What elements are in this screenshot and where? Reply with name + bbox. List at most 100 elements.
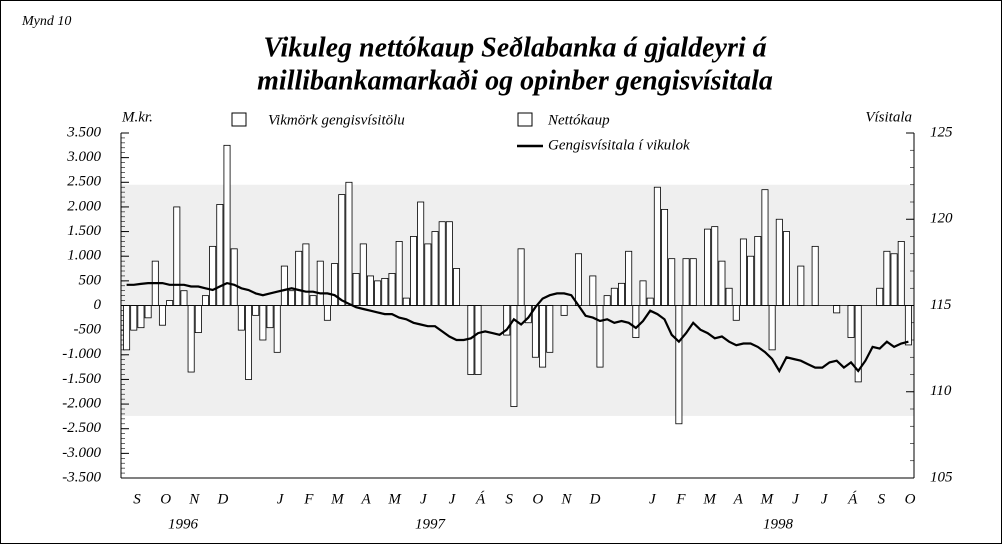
bar: [252, 305, 260, 316]
bar: [245, 305, 253, 380]
x-tick-label: S: [878, 491, 886, 507]
bar: [539, 305, 547, 368]
y-tick-label: -1.500: [62, 371, 101, 387]
bar: [309, 295, 317, 306]
x-tick-label: A: [733, 491, 744, 507]
x-tick-label: J: [792, 491, 800, 507]
bar: [739, 238, 747, 306]
bar: [352, 273, 360, 306]
bar: [675, 305, 683, 425]
bar: [302, 243, 310, 306]
bar: [381, 277, 389, 306]
bar: [395, 241, 403, 306]
bar: [682, 258, 690, 306]
x-tick-label: M: [702, 491, 717, 507]
y2-tick-label: 125: [930, 124, 953, 140]
bar: [388, 273, 396, 306]
bar: [323, 305, 331, 321]
bar: [904, 305, 912, 346]
bar: [180, 290, 188, 306]
bar: [280, 265, 288, 306]
bar: [754, 236, 762, 306]
figure-label: Mynd 10: [21, 14, 71, 29]
bar: [158, 305, 166, 326]
x-tick-label: J: [420, 491, 428, 507]
y-tick-label: -2.500: [62, 420, 101, 436]
bar: [445, 221, 453, 306]
bar: [374, 280, 382, 306]
bar: [632, 305, 640, 338]
bar: [625, 250, 633, 306]
bar: [890, 253, 898, 306]
bar: [876, 287, 884, 306]
bar: [424, 243, 432, 306]
legend-label: Nettókaup: [547, 112, 610, 128]
bar: [725, 287, 733, 306]
bar: [668, 258, 676, 306]
bar: [438, 221, 446, 306]
bar: [761, 189, 769, 306]
bar: [123, 305, 131, 351]
y-tick-label: 3.000: [66, 149, 101, 165]
bar: [560, 305, 568, 316]
bar: [230, 248, 238, 306]
bar: [402, 297, 410, 306]
bar: [732, 305, 740, 321]
bar: [653, 186, 661, 306]
bar: [847, 305, 855, 338]
y-axis-label: M.kr.: [121, 109, 153, 125]
y-tick-label: 1.000: [67, 248, 101, 264]
x-tick-label: D: [589, 491, 601, 507]
y2-tick-label: 115: [930, 297, 952, 313]
y2-tick-label: 110: [930, 383, 952, 399]
y-tick-label: 3.500: [66, 124, 101, 140]
bar: [610, 287, 618, 306]
bar: [137, 305, 145, 329]
legend-label: Gengisvísitala í vikulok: [548, 137, 690, 153]
legend-swatch: [517, 112, 533, 127]
x-tick-label: J: [449, 491, 457, 507]
y2-tick-label: 120: [930, 211, 953, 227]
y-tick-label: 2.000: [67, 198, 101, 214]
x-tick-label: N: [560, 491, 572, 507]
bar: [359, 243, 367, 306]
bar: [589, 275, 597, 306]
bar: [288, 290, 296, 306]
x-tick-label: F: [675, 491, 686, 507]
y-tick-label: 500: [79, 272, 102, 288]
bar: [603, 295, 611, 306]
bar: [596, 305, 604, 368]
chart-title: millibankamarkaði og opinber gengisvísit…: [257, 65, 773, 96]
y-tick-label: 2.500: [67, 174, 101, 190]
bar: [747, 255, 755, 306]
bar: [194, 305, 202, 334]
bar: [718, 260, 726, 306]
bar: [209, 245, 217, 306]
bar: [130, 305, 138, 331]
x-tick-label: Á: [847, 490, 858, 507]
legend-swatch: [231, 112, 247, 127]
bar: [431, 231, 439, 306]
bar: [811, 245, 819, 306]
bar: [517, 248, 525, 306]
bar: [338, 194, 346, 306]
bar: [883, 250, 891, 306]
bar: [782, 231, 790, 306]
bar: [833, 305, 841, 314]
bar: [166, 300, 174, 306]
y2-axis-label: Vísitala: [865, 109, 912, 125]
y-tick-label: 1.500: [67, 223, 101, 239]
bar: [639, 280, 647, 306]
x-tick-label: A: [360, 491, 371, 507]
y-tick-label: -2.000: [62, 396, 101, 412]
x-tick-label: O: [160, 491, 171, 507]
bar: [187, 305, 195, 373]
band: [121, 184, 914, 416]
x-tick-label: S: [133, 491, 141, 507]
y-tick-label: -500: [74, 322, 102, 338]
y-tick-label: 0: [94, 297, 102, 313]
x-tick-label: J: [821, 491, 829, 507]
bar: [331, 263, 339, 306]
bar: [316, 260, 324, 306]
x-tick-label: M: [760, 491, 775, 507]
